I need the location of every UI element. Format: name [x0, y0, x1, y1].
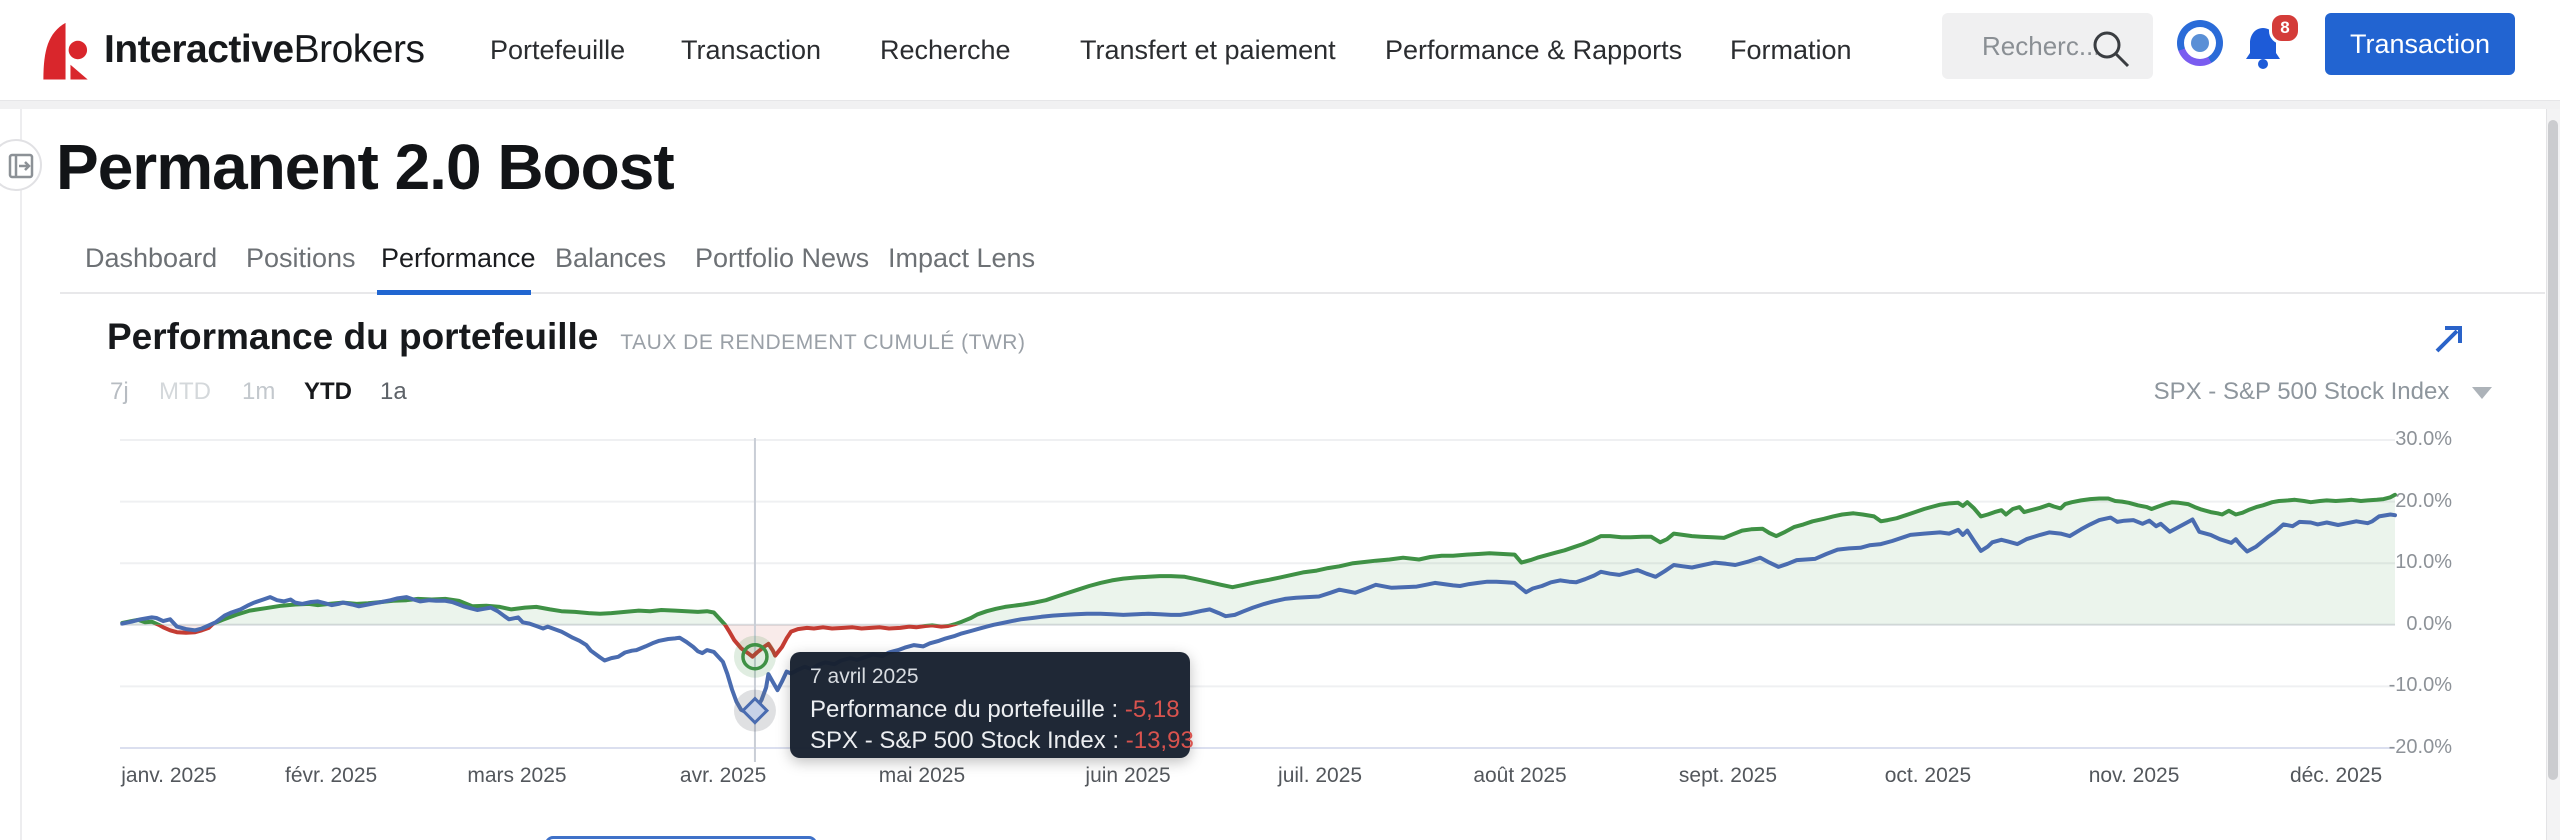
y-axis-label: -10.0%: [2388, 674, 2452, 697]
tooltip-portfolio-row: Performance du portefeuille : -5,18: [810, 694, 1180, 725]
transaction-button[interactable]: Transaction: [2325, 13, 2515, 75]
x-axis-label: août 2025: [1473, 764, 1567, 787]
tooltip-portfolio-value: -5,18: [1124, 696, 1180, 723]
period-mtd[interactable]: MTD: [159, 378, 211, 405]
header-divider-band: [0, 100, 2560, 109]
x-axis-label: mai 2025: [878, 764, 966, 787]
tab-performance[interactable]: Performance: [381, 243, 536, 273]
left-panel-border: [20, 109, 22, 840]
y-axis-label: 0.0%: [2406, 612, 2452, 635]
interactive-brokers-logo-text[interactable]: InteractiveBrokers: [104, 0, 425, 100]
logo-part-2: Brokers: [293, 28, 425, 71]
benchmark-marker-diamond: [740, 696, 770, 725]
tab-dashboard[interactable]: Dashboard: [85, 243, 218, 273]
nav-item-transfert-et-paiement[interactable]: Transfert et paiement: [1080, 35, 1336, 65]
tab-balances[interactable]: Balances: [555, 243, 667, 273]
x-axis-label: nov. 2025: [2088, 764, 2180, 787]
expand-sidebar-button[interactable]: [0, 139, 42, 191]
y-axis-label: 20.0%: [2395, 489, 2452, 512]
expand-chart-icon[interactable]: [2430, 318, 2470, 358]
tooltip-spx-value: -13,93: [1125, 727, 1194, 754]
portfolio-line-positive: [120, 492, 2397, 625]
x-axis-label: juin 2025: [1085, 764, 1171, 787]
nav-item-performance-rapports[interactable]: Performance & Rapports: [1385, 35, 1683, 65]
search-input[interactable]: [1942, 13, 2153, 79]
nav-item-formation[interactable]: Formation: [1730, 35, 1852, 65]
x-axis-label: mars 2025: [467, 764, 567, 787]
period-7j[interactable]: 7j: [110, 378, 129, 405]
portfolio-tabs: Dashboard Positions Performance Balances…: [60, 230, 2545, 295]
benchmark-line: [120, 512, 2397, 715]
scrollbar-thumb[interactable]: [2548, 120, 2558, 780]
nav-item-portefeuille[interactable]: Portefeuille: [490, 35, 626, 65]
top-navigation-bar: InteractiveBrokers Portefeuille Transact…: [0, 0, 2560, 100]
tooltip-spx-label: SPX - S&P 500 Stock Index :: [810, 727, 1126, 754]
x-axis-label: sept. 2025: [1678, 764, 1778, 787]
period-ytd[interactable]: YTD: [304, 378, 352, 405]
tab-portfolio-news[interactable]: Portfolio News: [695, 243, 870, 273]
interactive-brokers-logo-icon: [43, 22, 88, 80]
logo-part-1: Interactive: [104, 28, 294, 71]
benchmark-selector[interactable]: SPX - S&P 500 Stock Index: [2154, 372, 2492, 412]
chart-tooltip: 7 avril 2025 Performance du portefeuille…: [790, 652, 1194, 758]
portfolio-positive-fill: [122, 494, 2395, 625]
period-1a[interactable]: 1a: [380, 378, 407, 405]
x-axis-label: juil. 2025: [1278, 764, 1363, 787]
tab-positions[interactable]: Positions: [246, 243, 356, 273]
user-avatar[interactable]: [2177, 20, 2223, 66]
page-title: Permanent 2.0 Boost: [56, 131, 675, 203]
portfolio-marker-halo: [733, 635, 776, 678]
x-axis-label: oct. 2025: [1884, 764, 1972, 787]
tooltip-spx-row: SPX - S&P 500 Stock Index : -13,93: [810, 725, 1194, 756]
y-axis-label: 30.0%: [2395, 428, 2452, 450]
tab-impact-lens[interactable]: Impact Lens: [888, 243, 1036, 273]
nav-item-recherche[interactable]: Recherche: [880, 35, 1011, 65]
portfolio-marker-circle: [741, 642, 769, 671]
x-axis-label: févr. 2025: [284, 764, 378, 787]
portfolio-negative-fill: [122, 624, 2395, 657]
chevron-down-icon: [2472, 386, 2492, 399]
notification-count-badge: 8: [2269, 12, 2301, 44]
x-axis-label: janv. 2025: [121, 764, 217, 787]
chart-subtitle: TAUX DE RENDEMENT CUMULÉ (TWR): [620, 331, 1026, 354]
y-axis-label: 10.0%: [2395, 551, 2452, 574]
active-tab-underline: [377, 290, 531, 295]
x-axis-label: déc. 2025: [2289, 764, 2383, 787]
tooltip-date: 7 avril 2025: [810, 665, 919, 688]
x-axis-label: avr. 2025: [679, 764, 767, 787]
chart-title: Performance du portefeuille: [107, 316, 599, 357]
nav-item-transaction[interactable]: Transaction: [681, 35, 822, 65]
tooltip-portfolio-label: Performance du portefeuille :: [810, 696, 1125, 723]
panel-expand-icon: [8, 153, 34, 179]
benchmark-label: SPX - S&P 500 Stock Index: [2153, 378, 2450, 405]
y-axis-label: -20.0%: [2388, 736, 2452, 758]
portfolio-line-negative: [121, 624, 960, 659]
chart-panel-header: Performance du portefeuille TAUX DE REND…: [107, 316, 1025, 358]
hidden-bottom-button[interactable]: [545, 836, 817, 840]
period-1m[interactable]: 1m: [242, 378, 276, 405]
benchmark-marker-halo: [733, 689, 776, 732]
